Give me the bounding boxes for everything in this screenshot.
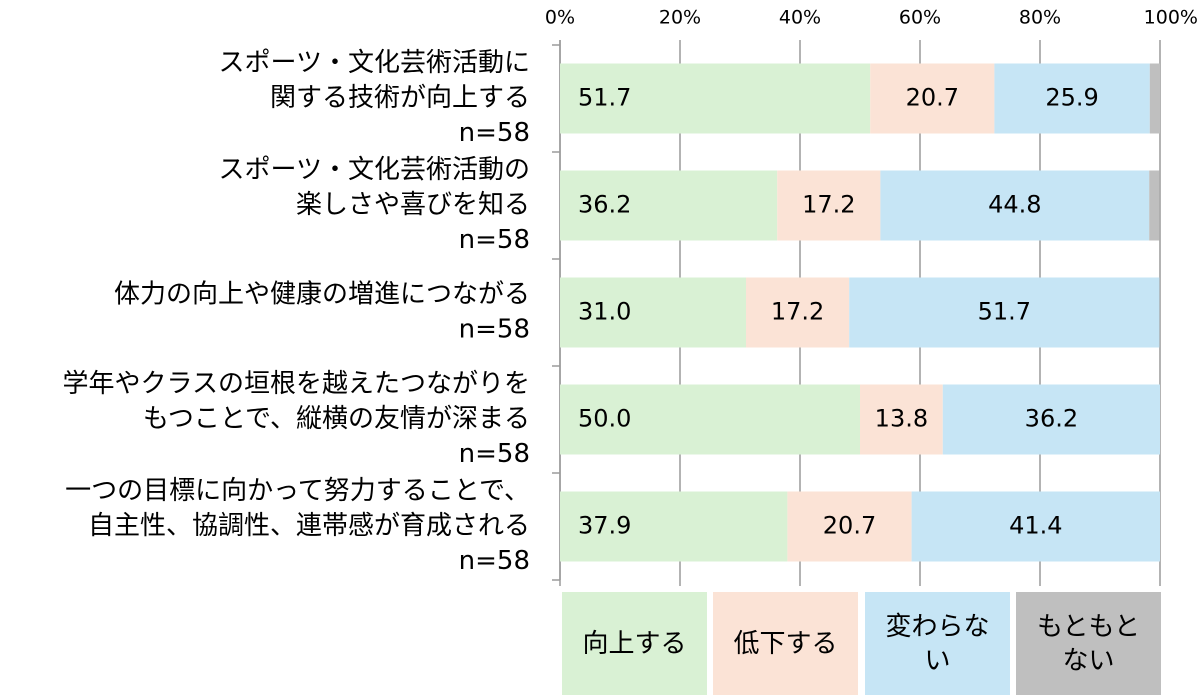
bar-segment [560, 170, 778, 241]
category-label: 自主性、協調性、連帯感が育成される [88, 511, 530, 541]
value-label: 36.2 [1025, 405, 1078, 433]
value-label: 20.7 [823, 512, 876, 540]
bar-segment [942, 384, 1160, 455]
bar-segment [777, 170, 881, 241]
bar-segment [849, 277, 1160, 348]
bar-segment [860, 384, 943, 455]
bar-segment [994, 63, 1150, 134]
x-tick-label: 80% [1019, 7, 1061, 29]
bar-segment [870, 63, 995, 134]
category-label: n=58 [459, 439, 530, 469]
x-tick-label: 100% [1144, 7, 1198, 29]
bar-segment [560, 384, 860, 455]
category-label: 学年やクラスの垣根を越えたつながりを [63, 369, 530, 399]
legend-label: 向上する [582, 628, 687, 659]
value-label: 13.8 [875, 405, 928, 433]
bar-segment [911, 491, 1160, 562]
category-label: n=58 [459, 315, 530, 345]
legend-item: もともとない [1016, 592, 1161, 695]
bar-segment [880, 170, 1150, 241]
x-tick-label: 20% [659, 7, 701, 29]
x-tick-label: 60% [899, 7, 941, 29]
value-label: 37.9 [578, 512, 631, 540]
category-label: n=58 [459, 225, 530, 255]
value-label: 51.7 [578, 84, 631, 112]
category-label: スポーツ・文化芸術活動の [219, 155, 530, 185]
value-label: 25.9 [1045, 84, 1098, 112]
legend-item: 低下する [713, 592, 858, 695]
bar-segment [746, 277, 850, 348]
value-label: 36.2 [578, 191, 631, 219]
value-label: 31.0 [578, 298, 631, 326]
bar-segment [560, 491, 788, 562]
bar-segment [1149, 63, 1160, 134]
category-label: もつことで、縦横の友情が深まる [143, 404, 530, 434]
legend-label: 低下する [733, 628, 838, 659]
value-label: 50.0 [578, 405, 631, 433]
bar-segment [560, 63, 871, 134]
value-label: 44.8 [988, 191, 1041, 219]
value-label: 51.7 [978, 298, 1031, 326]
value-label: 20.7 [906, 84, 959, 112]
x-tick-label: 40% [779, 7, 821, 29]
legend-item: 向上する [562, 592, 707, 695]
category-label: 一つの目標に向かって努力することで、 [65, 476, 530, 506]
category-label: 関する技術が向上する [270, 83, 530, 113]
bar-segment [1149, 170, 1160, 241]
category-label: n=58 [459, 546, 530, 576]
category-label: 楽しさや喜びを知る [296, 190, 530, 220]
x-tick-label: 0% [545, 7, 575, 29]
legend-item: 変わらない [865, 592, 1010, 695]
legend-label: もともとない [1037, 611, 1140, 676]
value-label: 17.2 [771, 298, 824, 326]
value-label: 41.4 [1009, 512, 1062, 540]
value-label: 17.2 [802, 191, 855, 219]
legend-label: 変わらない [885, 611, 990, 676]
category-label: 体力の向上や健康の増進につながる [114, 280, 530, 310]
bar-segment [787, 491, 912, 562]
category-label: n=58 [459, 118, 530, 148]
bar-segment [560, 277, 746, 348]
category-label: スポーツ・文化芸術活動に [219, 48, 530, 78]
